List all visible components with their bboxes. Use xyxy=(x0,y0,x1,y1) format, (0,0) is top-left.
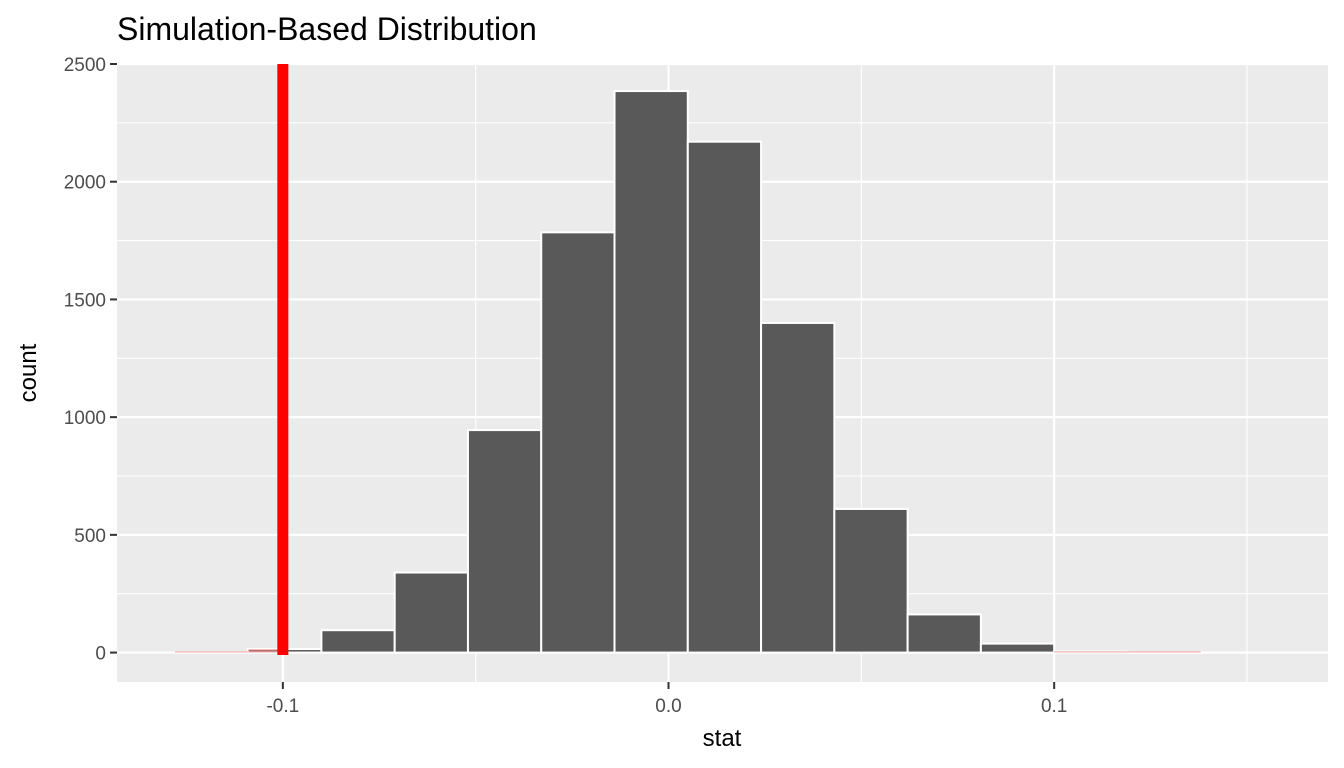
tail-shade-segment xyxy=(1127,651,1201,653)
tail-shade-segment xyxy=(174,651,249,653)
y-tick-label: 1000 xyxy=(64,408,106,429)
y-tick-label: 500 xyxy=(74,526,106,547)
chart-title: Simulation-Based Distribution xyxy=(117,11,537,47)
y-axis-title: count xyxy=(15,343,42,402)
histogram-bar xyxy=(540,231,616,654)
x-axis-title: stat xyxy=(703,725,742,752)
histogram-bar xyxy=(320,629,396,654)
x-tick-label: 0.1 xyxy=(1041,696,1067,717)
y-tick-label: 2500 xyxy=(64,55,106,76)
histogram-bar xyxy=(833,507,909,654)
y-tick-label: 0 xyxy=(95,644,106,665)
histogram-bar xyxy=(979,642,1056,654)
x-tick-label: -0.1 xyxy=(266,696,299,717)
tail-shade-segment xyxy=(248,649,283,653)
histogram-bar xyxy=(613,90,689,654)
histogram-bar xyxy=(906,613,982,654)
histogram-bar xyxy=(393,571,469,654)
tail-shade-segment xyxy=(1054,651,1128,653)
y-tick-label: 1500 xyxy=(64,290,106,311)
histogram-bar xyxy=(686,140,763,654)
y-tick-label: 2000 xyxy=(64,173,106,194)
x-axis: -0.1 0.0 0.1 xyxy=(266,682,1067,717)
tail-shading xyxy=(174,649,1201,653)
histogram-bar xyxy=(466,429,543,654)
x-tick-label: 0.0 xyxy=(655,696,681,717)
y-axis: 0 500 1000 1500 2000 2500 xyxy=(64,55,117,665)
histogram-bar xyxy=(760,321,836,654)
